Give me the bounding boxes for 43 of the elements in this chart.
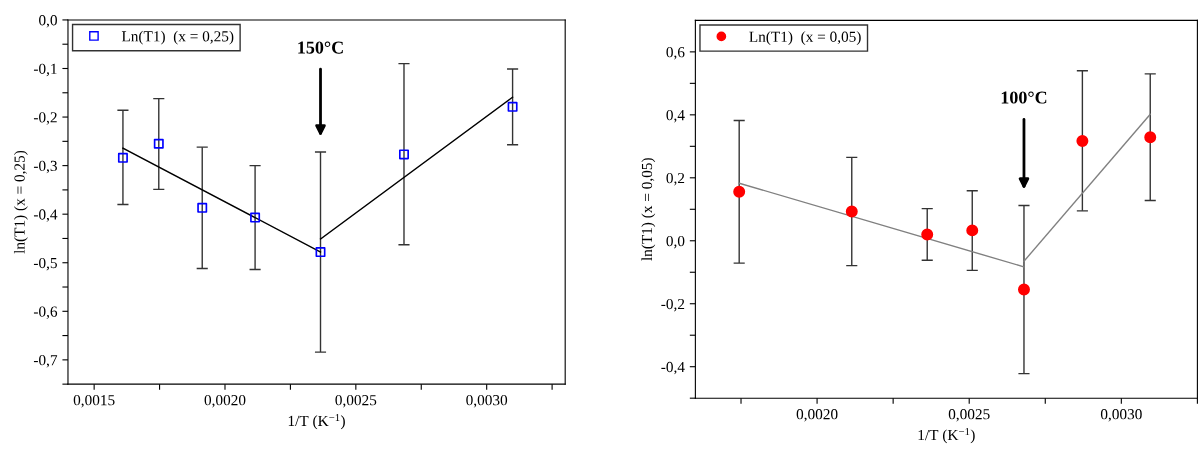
- y-tick-label: -0,4: [661, 361, 685, 375]
- point: [197, 202, 208, 213]
- y-tick-label: 0,0: [39, 15, 57, 28]
- x-tick-label: 0,0030: [1100, 409, 1142, 422]
- point: [845, 205, 858, 218]
- legend-label: Ln(T1) (x = 0,05): [749, 31, 861, 46]
- y-tick-label: -0,2: [661, 298, 685, 312]
- y-tick-label: 0,0: [666, 235, 685, 249]
- point: [153, 138, 164, 149]
- x-tick-label: 0,0030: [466, 395, 508, 408]
- y-tick-label: -0,4: [33, 209, 58, 222]
- point: [117, 152, 128, 163]
- y-axis-title: ln(T1) (x = 0,05): [641, 158, 656, 261]
- point: [1076, 134, 1089, 147]
- y-tick-label: -0,7: [33, 355, 58, 368]
- y-tick-label: -0,3: [33, 160, 57, 174]
- point: [1017, 283, 1030, 296]
- point: [250, 212, 261, 223]
- annotation: 150°C: [298, 41, 343, 54]
- point: [315, 247, 326, 258]
- x-tick-label: 0,0020: [796, 409, 838, 422]
- y-axis-title: ln(T1) (x = 0,25): [13, 150, 28, 254]
- x-tick-label: 0,0020: [204, 395, 246, 408]
- x-tick-label: 0,0015: [73, 395, 115, 408]
- legend-label: Ln(T1) (x = 0,25): [121, 30, 234, 45]
- annotation: 100°C: [1001, 91, 1047, 104]
- x-axis-title: 1/T (K$^{−1}$): [288, 413, 345, 430]
- point: [1144, 131, 1157, 144]
- y-tick-label: -0,2: [33, 112, 57, 125]
- point: [921, 228, 934, 241]
- y-tick-label: -0,6: [33, 306, 58, 319]
- y-tick-label: -0,1: [33, 63, 57, 77]
- x-tick-label: 0,0025: [948, 409, 990, 422]
- y-tick-label: 0,6: [666, 47, 685, 60]
- point: [398, 149, 409, 160]
- y-tick-label: 0,2: [666, 172, 685, 186]
- y-tick-label: -0,5: [33, 257, 57, 271]
- y-tick-label: 0,4: [666, 109, 685, 123]
- point: [507, 101, 518, 112]
- x-tick-label: 0,0025: [335, 395, 377, 408]
- x-axis-title: 1/T (K$^{−1}$): [918, 428, 975, 444]
- point: [733, 185, 746, 198]
- point: [966, 224, 979, 237]
